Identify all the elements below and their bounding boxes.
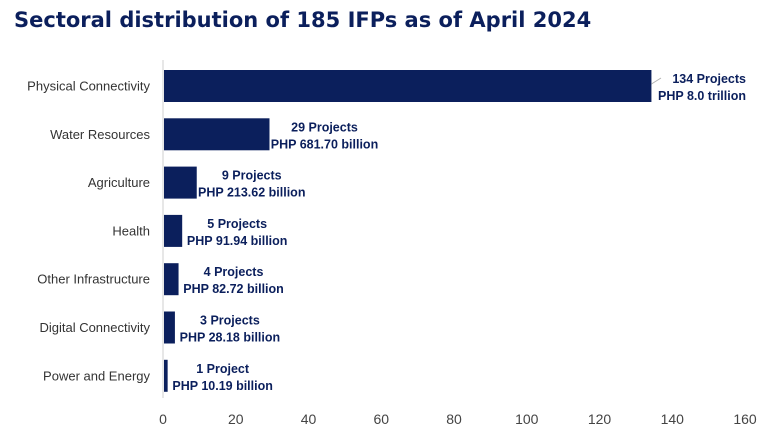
bar [164,263,179,296]
x-tick-label: 40 [301,411,317,427]
data-label-value: PHP 82.72 billion [183,282,284,296]
category-label: Physical Connectivity [27,79,150,94]
category-label: Other Infrastructure [37,272,150,287]
bar [164,70,652,102]
category-label: Power and Energy [43,368,150,383]
bar [164,214,183,247]
category-label: Digital Connectivity [39,320,150,335]
x-tick-label: 60 [373,411,389,427]
data-label-value: PHP 681.70 billion [271,137,378,151]
data-label-count: 3 Projects [200,314,260,328]
data-label-count: 134 Projects [672,72,746,86]
category-label: Health [112,223,150,238]
data-label-value: PHP 91.94 billion [187,234,288,248]
x-tick-label: 80 [446,411,462,427]
chart-title: Sectoral distribution of 185 IFPs as of … [14,8,592,32]
x-tick-label: 0 [159,411,167,427]
data-label-value: PHP 28.18 billion [180,331,281,345]
data-label-count: 9 Projects [222,169,282,183]
x-tick-label: 140 [661,411,685,427]
data-label-count: 5 Projects [207,217,267,231]
bar [164,166,197,199]
category-label: Water Resources [50,127,150,142]
bar [164,359,168,392]
data-label-leader [651,77,662,85]
x-tick-label: 160 [733,411,757,427]
x-tick-label: 20 [228,411,244,427]
data-label-value: PHP 8.0 trillion [658,89,746,103]
bar [164,311,175,344]
category-label: Agriculture [88,175,150,190]
bar [164,118,270,151]
x-tick-label: 100 [515,411,539,427]
data-label-count: 29 Projects [291,120,358,134]
data-label-count: 4 Projects [204,265,264,279]
data-label-value: PHP 10.19 billion [172,379,273,393]
x-tick-label: 120 [588,411,612,427]
data-label-value: PHP 213.62 billion [198,186,305,200]
data-label-count: 1 Project [196,362,250,376]
